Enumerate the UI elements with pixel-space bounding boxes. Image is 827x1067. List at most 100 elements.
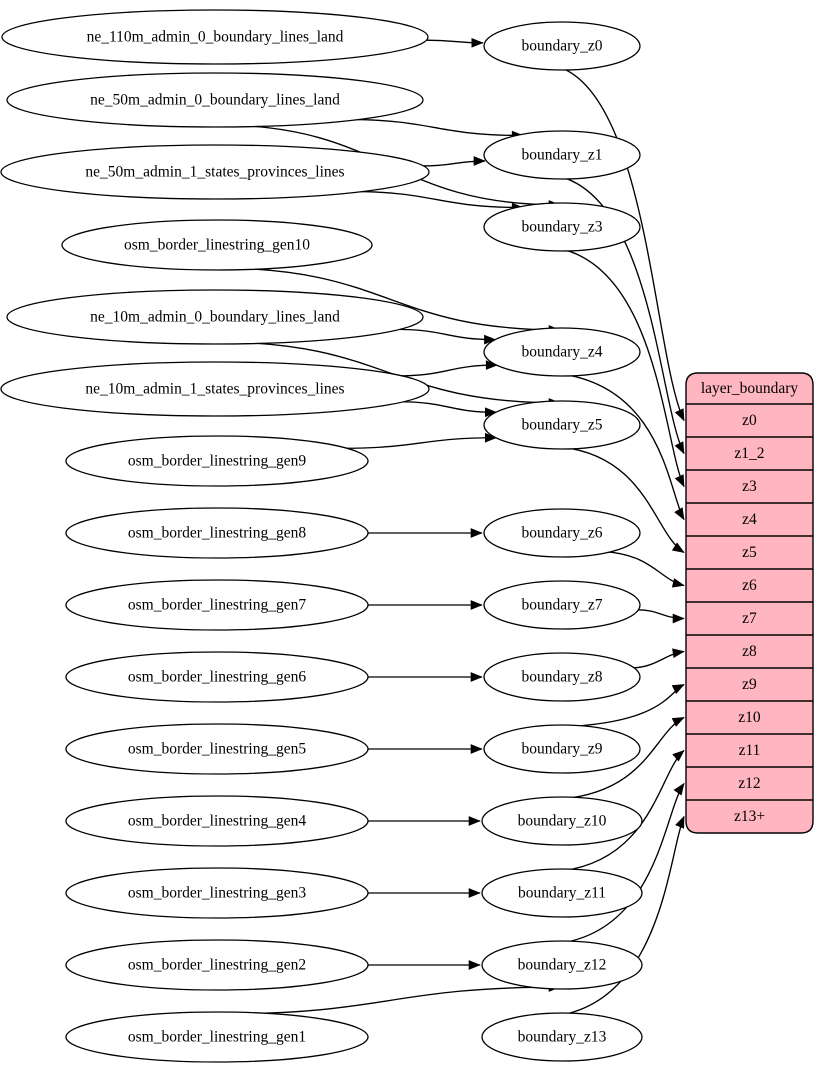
node-label: osm_border_linestring_gen7: [128, 597, 306, 614]
node-shape: [483, 21, 641, 71]
edge-boundary_z0-to-row-z0: [561, 67, 685, 422]
edge-boundary_z1-to-row-z1_2: [561, 176, 685, 455]
node-label: ne_50m_admin_0_boundary_lines_land: [90, 92, 340, 109]
table-row-z6[interactable]: z6: [742, 577, 757, 594]
node-label: boundary_z1: [522, 147, 603, 164]
layer-boundary-table[interactable]: layer_boundary z0 z1_2 z3 z4 z5 z6 z7 z8 z9 z10 z11…: [685, 372, 814, 834]
node-shape: [483, 327, 641, 377]
edge-arrowhead: [471, 37, 484, 48]
boundary-node-boundary_z7[interactable]: boundary_z7: [483, 580, 641, 630]
node-label: boundary_z12: [518, 957, 607, 974]
node-shape: [65, 723, 369, 775]
boundary-node-boundary_z6[interactable]: boundary_z6: [483, 508, 641, 558]
boundary-node-boundary_z9[interactable]: boundary_z9: [483, 724, 641, 774]
node-shape: [65, 651, 369, 703]
edge-line: [604, 550, 685, 587]
table-row-z10[interactable]: z10: [738, 709, 761, 726]
edge-line: [561, 716, 685, 800]
source-node-osm_gen9[interactable]: osm_border_linestring_gen9: [65, 435, 369, 487]
node-shape: [0, 144, 430, 200]
boundary-node-boundary_z13[interactable]: boundary_z13: [481, 1012, 643, 1062]
node-label: osm_border_linestring_gen3: [128, 885, 306, 902]
edge-arrowhead: [470, 528, 483, 538]
edge-arrowhead: [468, 888, 481, 898]
table-row-z8[interactable]: z8: [742, 643, 757, 660]
edge-boundary_z7-to-row-z7: [638, 609, 685, 624]
node-label: boundary_z4: [522, 344, 603, 361]
node-shape: [481, 1012, 643, 1062]
edge-osm_gen4-to-boundary_z10: [368, 816, 481, 826]
edge-arrowhead: [674, 474, 685, 488]
edge-line: [347, 190, 524, 209]
table-row-z0[interactable]: z0: [742, 412, 757, 429]
source-node-osm_gen10[interactable]: osm_border_linestring_gen10: [61, 219, 373, 271]
table-row-z4[interactable]: z4: [742, 511, 757, 528]
edge-osm_gen3-to-boundary_z11: [367, 888, 481, 898]
source-node-ne_50m_admin_0[interactable]: ne_50m_admin_0_boundary_lines_land: [6, 72, 424, 128]
edge-osm_gen9-to-boundary_z5: [342, 432, 498, 449]
source-node-ne_10m_admin_0[interactable]: ne_10m_admin_0_boundary_lines_land: [6, 289, 424, 345]
layer-boundary-table-header: layer_boundary: [701, 380, 799, 397]
source-node-osm_gen6[interactable]: osm_border_linestring_gen6: [65, 651, 369, 703]
table-row-z7[interactable]: z7: [742, 610, 757, 627]
boundary-node-boundary_z10[interactable]: boundary_z10: [481, 796, 643, 846]
node-label: osm_border_linestring_gen4: [128, 813, 306, 830]
edge-arrowhead: [672, 648, 685, 658]
node-label: osm_border_linestring_gen5: [128, 741, 306, 758]
edge-arrowhead: [671, 684, 685, 694]
source-node-ne_10m_admin_1[interactable]: ne_10m_admin_1_states_provinces_lines: [0, 361, 430, 417]
node-label: osm_border_linestring_gen8: [128, 525, 306, 542]
node-label: boundary_z6: [522, 525, 603, 542]
boundary-node-boundary_z1[interactable]: boundary_z1: [483, 130, 641, 180]
node-label: osm_border_linestring_gen2: [128, 957, 306, 974]
table-row-z9[interactable]: z9: [742, 676, 757, 693]
table-row-z5[interactable]: z5: [742, 544, 757, 561]
boundary-node-boundary_z8[interactable]: boundary_z8: [483, 652, 641, 702]
source-node-osm_gen4[interactable]: osm_border_linestring_gen4: [65, 795, 369, 847]
edge-osm_gen2-to-boundary_z12: [368, 960, 481, 970]
edge-boundary_z5-to-row-z5: [561, 446, 685, 554]
edge-line: [561, 783, 685, 944]
edge-arrowhead: [468, 960, 481, 970]
table-row-z11[interactable]: z11: [739, 742, 761, 759]
node-shape: [0, 361, 430, 417]
edge-ne_50m_admin_1-to-boundary_z1: [422, 156, 486, 167]
edge-osm_gen5-to-boundary_z9: [367, 744, 483, 754]
source-node-osm_gen2[interactable]: osm_border_linestring_gen2: [65, 939, 369, 991]
boundary-nodes-layer: boundary_z0 boundary_z1 boundary_z3boundar…: [481, 21, 643, 1062]
node-shape: [483, 724, 641, 774]
table-row-z1_2[interactable]: z1_2: [734, 445, 764, 462]
source-node-osm_gen3[interactable]: osm_border_linestring_gen3: [65, 867, 369, 919]
boundary-node-boundary_z11[interactable]: boundary_z11: [481, 868, 643, 918]
source-node-ne_110m_admin_0[interactable]: ne_110m_admin_0_boundary_lines_land: [1, 9, 429, 65]
node-label: boundary_z7: [522, 597, 603, 614]
table-row-z13+[interactable]: z13+: [734, 808, 765, 825]
edge-line: [561, 816, 685, 1016]
source-node-osm_gen7[interactable]: osm_border_linestring_gen7: [65, 579, 369, 631]
source-node-osm_gen1[interactable]: osm_border_linestring_gen1: [65, 1011, 369, 1063]
edge-line: [561, 67, 685, 421]
boundary-node-boundary_z3[interactable]: boundary_z3: [483, 202, 641, 252]
edge-line: [342, 437, 497, 449]
source-node-osm_gen8[interactable]: osm_border_linestring_gen8: [65, 507, 369, 559]
node-label: osm_border_linestring_gen9: [128, 453, 306, 470]
table-row-z12[interactable]: z12: [738, 775, 760, 792]
edge-arrowhead: [674, 441, 685, 455]
boundary-node-boundary_z12[interactable]: boundary_z12: [481, 940, 643, 990]
node-shape: [65, 795, 369, 847]
edge-line: [561, 749, 685, 872]
boundary-node-boundary_z5[interactable]: boundary_z5: [483, 400, 641, 450]
node-label: ne_10m_admin_0_boundary_lines_land: [90, 309, 340, 326]
boundary-node-boundary_z4[interactable]: boundary_z4: [483, 327, 641, 377]
node-shape: [6, 72, 424, 128]
node-shape: [6, 289, 424, 345]
edge-arrowhead: [675, 815, 685, 829]
source-node-ne_50m_admin_1[interactable]: ne_50m_admin_1_states_provinces_lines: [0, 144, 430, 200]
node-label: osm_border_linestring_gen1: [128, 1029, 306, 1046]
source-node-osm_gen5[interactable]: osm_border_linestring_gen5: [65, 723, 369, 775]
table-row-z3[interactable]: z3: [742, 478, 757, 495]
boundary-node-boundary_z0[interactable]: boundary_z0: [483, 21, 641, 71]
edge-boundary_z9-to-row-z9: [561, 683, 685, 728]
node-label: boundary_z3: [522, 219, 603, 236]
edge-arrowhead: [470, 672, 483, 682]
